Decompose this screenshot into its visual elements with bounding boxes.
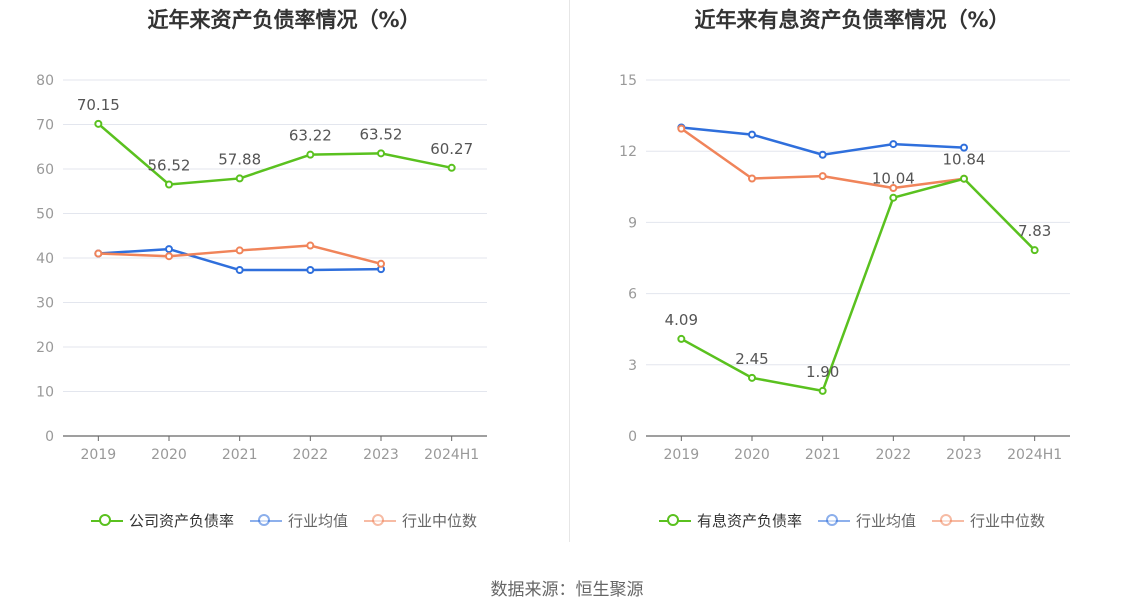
data-point	[818, 172, 827, 181]
data-point	[889, 193, 898, 202]
data-point	[306, 241, 315, 250]
y-tick-label: 12	[619, 144, 637, 160]
legend-marker-icon	[932, 513, 964, 529]
x-tick-label: 2024H1	[424, 447, 479, 463]
data-label: 4.09	[665, 311, 698, 329]
legend-marker-icon	[658, 513, 691, 529]
y-tick-label: 6	[628, 287, 637, 303]
interest-debt-ratio-line-chart: 0 3 6 9 12 15 2019 2020 2021 2022 2023 2024H1 4.09 2.…	[619, 73, 1070, 463]
series-line	[97, 122, 452, 186]
legend-label: 行业均值	[855, 512, 916, 530]
x-tick-label: 2023	[946, 447, 982, 463]
data-label: 57.88	[218, 150, 261, 168]
y-tick-label: 9	[628, 215, 637, 231]
y-tick-label: 70	[36, 118, 54, 134]
data-point	[447, 163, 456, 172]
data-source-note: 数据来源：恒生聚源	[490, 580, 644, 600]
data-label: 63.52	[360, 125, 403, 143]
legend-label: 公司资产负债率	[128, 512, 234, 530]
y-tick-label: 0	[45, 429, 54, 445]
chart-title: 近年来有息资产负债率情况（%）	[694, 8, 1010, 32]
x-tick-label: 2022	[293, 447, 329, 463]
y-tick-label: 50	[36, 207, 54, 223]
data-label: 56.52	[148, 156, 191, 174]
panel-divider	[569, 0, 570, 542]
data-label: 1.90	[806, 363, 839, 381]
chart-legend: 公司资产负债率 行业均值 行业中位数	[0, 510, 568, 531]
y-tick-label: 15	[619, 73, 637, 89]
data-point	[235, 246, 244, 255]
x-tick-label: 2023	[363, 447, 399, 463]
legend-label: 行业均值	[287, 512, 348, 530]
data-point	[165, 245, 173, 254]
data-point	[235, 174, 244, 183]
legend-marker-icon	[90, 513, 123, 529]
data-point	[818, 386, 827, 395]
data-point	[889, 183, 898, 192]
data-point	[165, 252, 173, 261]
data-point	[748, 130, 756, 139]
y-tick-label: 80	[36, 73, 54, 89]
legend-marker-icon	[249, 513, 282, 529]
y-tick-label: 20	[36, 340, 54, 356]
data-point	[94, 249, 103, 258]
y-tick-label: 60	[36, 162, 54, 178]
debt-ratio-line-chart: 0 10 20 30 40 50 60 70 80 2019 2020 2021 2022 2023 202…	[36, 73, 487, 463]
data-point	[94, 119, 103, 128]
interest-debt-ratio-chart-panel: 近年来有息资产负债率情况（%） 0 3 6 9 12 15 2019 2020 2021 2022…	[570, 0, 1134, 560]
debt-ratio-chart-panel: 近年来资产负债率情况（%） 0 10 20 30 40 50 60 70 80 2019 2020 2…	[0, 0, 568, 560]
x-tick-label: 2021	[805, 447, 841, 463]
data-point	[818, 150, 827, 159]
data-point	[377, 259, 385, 268]
data-label: 60.27	[430, 140, 473, 158]
legend-item[interactable]: 行业中位数	[364, 510, 477, 531]
data-point	[748, 373, 756, 382]
y-tick-label: 10	[36, 385, 54, 401]
legend-item[interactable]: 行业均值	[249, 510, 348, 531]
legend-label: 行业中位数	[402, 512, 478, 530]
data-point	[165, 180, 173, 189]
data-point	[306, 266, 315, 275]
x-tick-label: 2020	[734, 447, 770, 463]
x-tick-label: 2022	[876, 447, 912, 463]
data-point	[960, 174, 968, 183]
x-tick-label: 2019	[81, 447, 117, 463]
y-tick-label: 0	[628, 429, 637, 445]
legend-item[interactable]: 有息资产负债率	[658, 510, 802, 531]
data-label: 10.04	[872, 170, 915, 188]
legend-item[interactable]: 行业中位数	[932, 510, 1045, 531]
data-point	[377, 149, 385, 158]
x-tick-label: 2021	[222, 447, 258, 463]
data-point	[1030, 246, 1039, 255]
y-tick-label: 40	[36, 251, 54, 267]
series-line	[680, 177, 1036, 393]
x-tick-label: 2020	[151, 447, 187, 463]
data-point	[235, 266, 244, 275]
data-label: 70.15	[77, 96, 120, 114]
legend-marker-icon	[364, 513, 396, 529]
data-point	[677, 334, 686, 343]
data-label: 7.83	[1018, 222, 1051, 240]
data-point	[960, 143, 968, 152]
y-tick-label: 3	[628, 358, 637, 374]
data-point	[677, 124, 686, 133]
legend-item[interactable]: 行业均值	[817, 510, 916, 531]
x-tick-label: 2024H1	[1007, 447, 1062, 463]
data-point	[748, 174, 756, 183]
chart-title: 近年来资产负债率情况（%）	[147, 8, 421, 32]
legend-label: 行业中位数	[970, 512, 1046, 530]
data-label: 63.22	[289, 127, 332, 145]
data-label: 10.84	[943, 151, 986, 169]
data-point	[889, 140, 898, 149]
data-label: 2.45	[735, 350, 768, 368]
legend-label: 有息资产负债率	[696, 512, 802, 530]
series-line	[681, 126, 965, 157]
legend-marker-icon	[817, 513, 850, 529]
data-point	[306, 150, 315, 159]
legend-item[interactable]: 公司资产负债率	[90, 510, 234, 531]
y-tick-label: 30	[36, 296, 54, 312]
chart-legend: 有息资产负债率 行业均值 行业中位数	[570, 510, 1134, 531]
x-tick-label: 2019	[664, 447, 700, 463]
